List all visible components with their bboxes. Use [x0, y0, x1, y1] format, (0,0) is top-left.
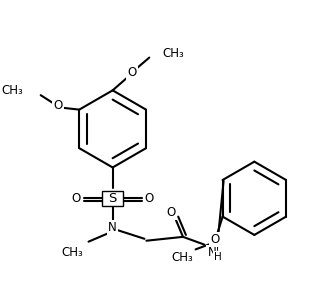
Text: CH₃: CH₃	[163, 47, 184, 60]
Text: N: N	[108, 221, 117, 234]
Text: O: O	[71, 192, 81, 205]
Text: O: O	[210, 233, 220, 246]
Text: O: O	[127, 66, 137, 80]
Text: CH₃: CH₃	[171, 251, 193, 263]
Text: O: O	[145, 192, 154, 205]
Text: S: S	[108, 192, 117, 205]
Text: CH₃: CH₃	[2, 84, 23, 97]
Text: H: H	[214, 252, 222, 262]
Bar	[102, 191, 123, 206]
Text: O: O	[167, 206, 176, 219]
Text: N: N	[208, 246, 216, 259]
Text: CH₃: CH₃	[61, 246, 83, 259]
Text: O: O	[54, 99, 63, 112]
